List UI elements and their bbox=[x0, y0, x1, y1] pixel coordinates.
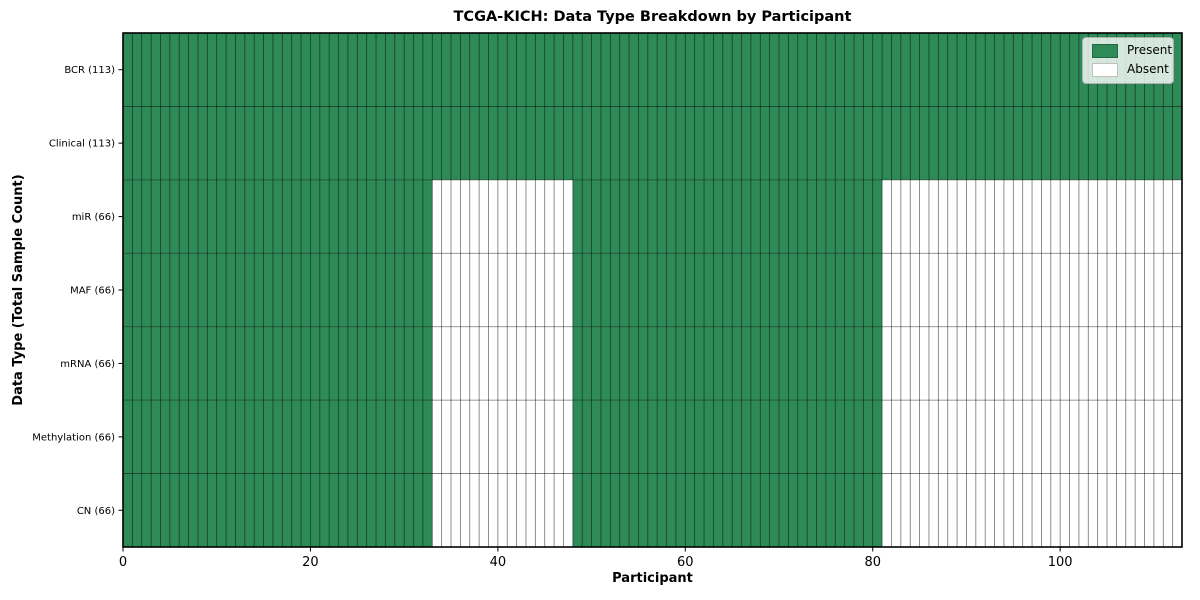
present-cells-block bbox=[123, 473, 433, 547]
present-cells-block bbox=[123, 33, 1182, 107]
legend-label-absent: Absent bbox=[1127, 62, 1169, 77]
present-cells-block bbox=[572, 326, 883, 401]
present-cells-block bbox=[123, 253, 433, 327]
y-axis-label: Data Type (Total Sample Count) bbox=[11, 174, 26, 405]
legend-label-present: Present bbox=[1127, 43, 1173, 58]
y-tick-label: Clinical (113) bbox=[49, 139, 115, 150]
plot-area: 0 20 40 60 80 100 BCR (113) Clinical (113) miR (… bbox=[32, 32, 1183, 570]
present-cells-block bbox=[572, 179, 883, 254]
y-tick-label: miR (66) bbox=[72, 212, 115, 223]
legend-item-present: Present bbox=[1092, 44, 1172, 58]
legend: Present Absent bbox=[1082, 37, 1174, 84]
y-tick-label: Methylation (66) bbox=[32, 432, 115, 443]
present-cells-block bbox=[123, 179, 433, 254]
y-tick-label: CN (66) bbox=[77, 506, 115, 517]
y-tick-label: MAF (66) bbox=[70, 286, 115, 297]
y-tick-label: mRNA (66) bbox=[60, 359, 115, 370]
present-cells-block bbox=[123, 400, 433, 474]
present-cells-block bbox=[572, 473, 883, 547]
x-tick-label: 100 bbox=[1048, 555, 1073, 570]
x-tick-label: 40 bbox=[490, 555, 507, 570]
legend-item-absent: Absent bbox=[1092, 63, 1169, 77]
x-tick-label: 0 bbox=[119, 555, 127, 570]
present-cells-block bbox=[572, 400, 883, 474]
present-swatch bbox=[1092, 44, 1118, 58]
absent-swatch bbox=[1092, 63, 1118, 77]
x-axis-label: Participant bbox=[612, 571, 693, 586]
present-cells-block bbox=[123, 106, 1182, 180]
x-tick-label: 60 bbox=[677, 555, 694, 570]
chart-title: TCGA-KICH: Data Type Breakdown by Partic… bbox=[454, 9, 852, 25]
x-tick-label: 80 bbox=[864, 555, 881, 570]
y-tick-label: BCR (113) bbox=[64, 65, 115, 76]
present-cells-block bbox=[123, 326, 433, 401]
x-tick-label: 20 bbox=[302, 555, 319, 570]
present-cells-block bbox=[572, 253, 883, 327]
